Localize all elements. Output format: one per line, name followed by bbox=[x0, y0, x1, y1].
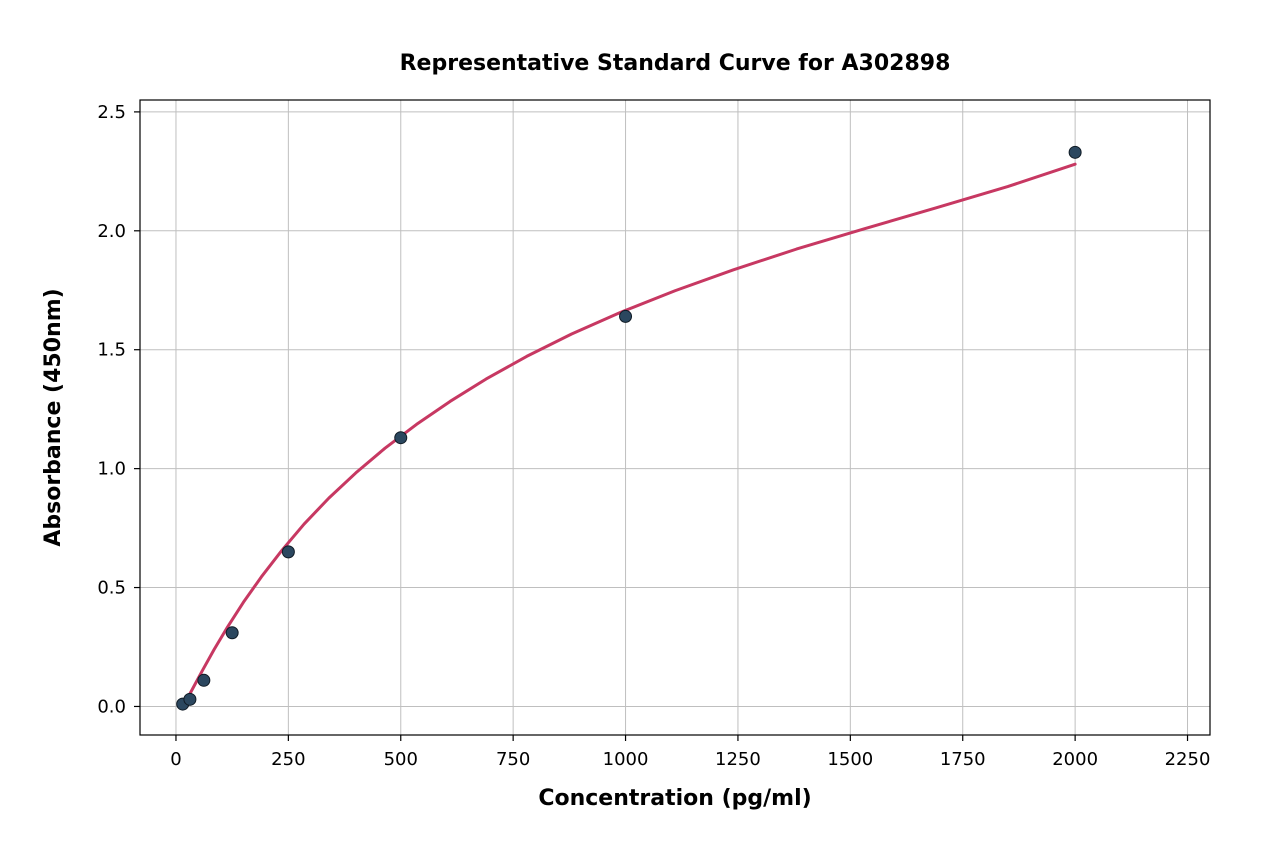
data-point bbox=[282, 546, 294, 558]
x-tick-label: 500 bbox=[384, 749, 418, 770]
x-tick-label: 750 bbox=[496, 749, 530, 770]
chart-title: Representative Standard Curve for A30289… bbox=[400, 51, 951, 76]
y-tick-label: 2.5 bbox=[97, 102, 126, 123]
x-tick-label: 250 bbox=[271, 749, 305, 770]
x-tick-label: 1000 bbox=[603, 749, 649, 770]
x-tick-label: 2250 bbox=[1165, 749, 1211, 770]
y-tick-label: 0.0 bbox=[97, 696, 126, 717]
y-tick-label: 2.0 bbox=[97, 221, 126, 242]
y-axis-label: Absorbance (450nm) bbox=[41, 288, 66, 546]
data-point bbox=[395, 432, 407, 444]
standard-curve-chart: 0 250 500 750 1000 1250 1500 1750 2000 2250 0.0 0.5… bbox=[0, 0, 1280, 845]
data-point bbox=[184, 693, 196, 705]
curve-layer bbox=[183, 164, 1075, 706]
data-point bbox=[1069, 146, 1081, 158]
x-tick-label: 2000 bbox=[1052, 749, 1098, 770]
chart-container: 0 250 500 750 1000 1250 1500 1750 2000 2250 0.0 0.5… bbox=[0, 0, 1280, 845]
y-tick-label: 1.0 bbox=[97, 459, 126, 480]
grid-layer bbox=[140, 100, 1210, 735]
plot-spines bbox=[140, 100, 1210, 735]
x-axis-label: Concentration (pg/ml) bbox=[538, 786, 811, 811]
y-tick-label: 0.5 bbox=[97, 578, 126, 599]
x-tick-label: 1250 bbox=[715, 749, 761, 770]
x-tick-label: 1750 bbox=[940, 749, 986, 770]
tick-layer: 0 250 500 750 1000 1250 1500 1750 2000 2250 0.0 0.5… bbox=[97, 102, 1210, 770]
x-tick-label: 0 bbox=[170, 749, 181, 770]
data-point bbox=[620, 310, 632, 322]
x-tick-label: 1500 bbox=[827, 749, 873, 770]
y-tick-label: 1.5 bbox=[97, 340, 126, 361]
spine-layer bbox=[140, 100, 1210, 735]
fit-curve bbox=[183, 164, 1075, 706]
data-point bbox=[226, 627, 238, 639]
data-point bbox=[198, 674, 210, 686]
